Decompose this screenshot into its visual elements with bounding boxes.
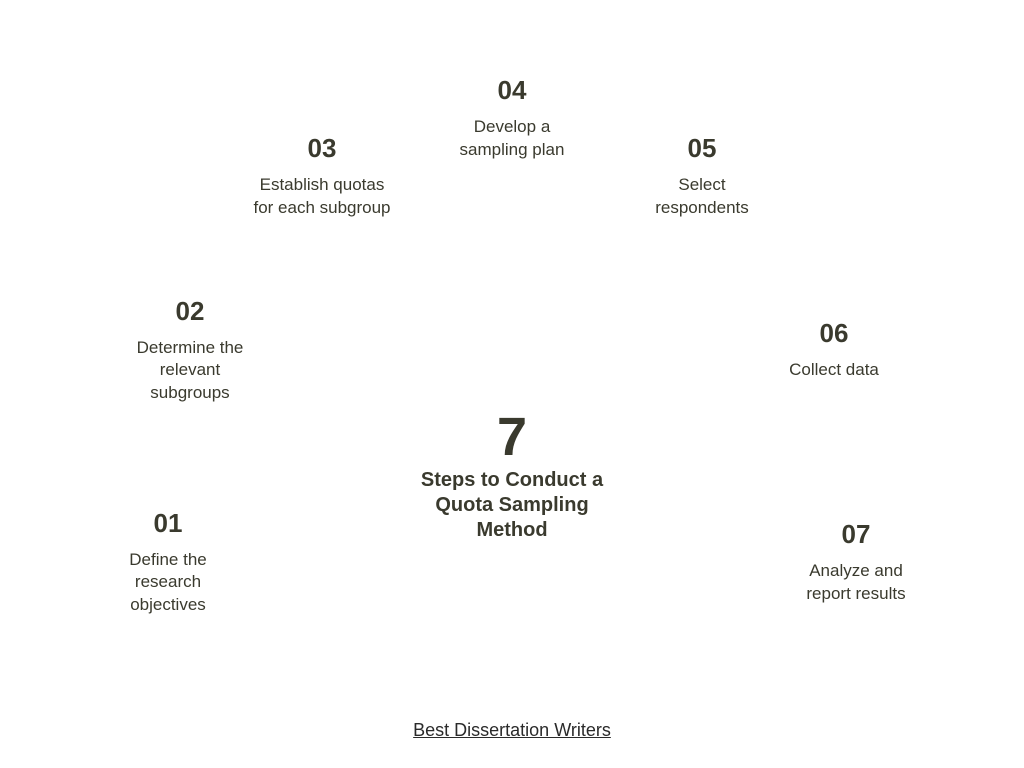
step-label: Establish quotas for each subgroup <box>235 174 408 218</box>
connector-line <box>511 200 513 334</box>
hub-text: 7 Steps to Conduct a Quota Sampling Meth… <box>402 410 622 543</box>
step-number: 01 <box>154 508 183 539</box>
connector-line <box>655 514 778 545</box>
step-pentagon: 07 Analyze and report results <box>761 472 951 652</box>
step-number: 03 <box>308 133 337 164</box>
step-label: Select respondents <box>637 174 767 218</box>
footer-credit: Best Dissertation Writers <box>0 720 1024 741</box>
step-label: Analyze and report results <box>788 560 923 604</box>
step-pentagon: 03 Establish quotas for each subgroup <box>227 86 417 266</box>
step-label: Define the research objectives <box>111 549 225 615</box>
step-pentagon: 04 Develop a sampling plan <box>417 28 607 208</box>
step-number: 07 <box>842 519 871 550</box>
hub-number: 7 <box>402 410 622 464</box>
step-pentagon: 05 Select respondents <box>607 86 797 266</box>
step-pentagon: 01 Define the research objectives <box>73 472 263 652</box>
step-pentagon: 02 Determine the relevant subgroups <box>95 260 285 440</box>
step-number: 06 <box>820 318 849 349</box>
connector-line <box>247 514 370 545</box>
step-number: 05 <box>688 133 717 164</box>
diagram-stage: 7 Steps to Conduct a Quota Sampling Meth… <box>0 0 1024 768</box>
step-number: 02 <box>176 296 205 327</box>
step-pentagon: 06 Collect data <box>739 260 929 440</box>
step-number: 04 <box>498 75 527 106</box>
step-label: Develop a sampling plan <box>442 116 583 160</box>
step-label: Collect data <box>771 359 897 381</box>
step-label: Determine the relevant subgroups <box>119 337 262 403</box>
hub-subtitle: Steps to Conduct a Quota Sampling Method <box>402 468 622 543</box>
